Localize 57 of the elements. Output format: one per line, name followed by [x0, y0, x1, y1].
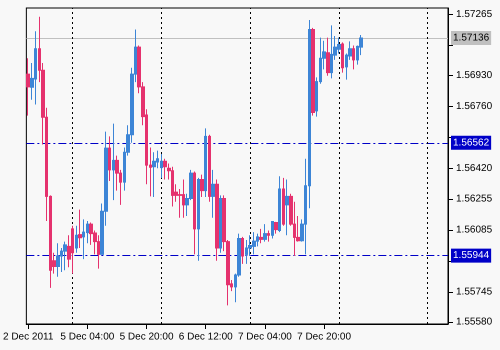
candlestick — [252, 232, 256, 255]
y-tick-label: 1.56255 — [456, 193, 493, 204]
candlestick — [215, 179, 219, 262]
x-tick-label: 6 Dec 12:00 — [178, 332, 234, 342]
ref-line-label: 1.55944 — [453, 250, 490, 262]
candlestick — [330, 24, 333, 79]
candlestick — [160, 153, 163, 178]
x-tick-label: 5 Dec 04:00 — [60, 332, 115, 342]
candlestick — [182, 179, 185, 218]
candlestick — [352, 44, 355, 70]
candlestick — [112, 123, 115, 201]
candlestick — [241, 236, 244, 264]
candlestick — [211, 169, 215, 218]
candlestick — [171, 166, 174, 208]
y-tick-label: 1.56085 — [456, 224, 493, 236]
candlestick — [271, 220, 274, 240]
x-tick-label: 5 Dec 20:00 — [120, 332, 174, 342]
candlestick — [56, 242, 60, 278]
y-tick-label: 1.55745 — [456, 286, 493, 298]
candlestick — [75, 225, 78, 254]
ref-line-label: 1.56562 — [453, 137, 490, 148]
candlestick — [34, 30, 37, 105]
candlestick — [200, 174, 204, 198]
candlestick — [63, 241, 67, 271]
candlestick — [97, 234, 100, 270]
x-tick-label: 7 Dec 20:00 — [297, 332, 352, 342]
candlestick — [259, 228, 263, 244]
candlestick — [263, 224, 267, 242]
y-tick-label: 1.56760 — [456, 101, 493, 112]
candlestick — [152, 152, 156, 198]
candlestick — [197, 177, 200, 262]
candlestick — [245, 239, 248, 264]
candlestick — [278, 176, 281, 233]
x-tick-label: 2 Dec 2011 — [3, 332, 54, 342]
candlestick — [326, 37, 330, 76]
candlestick — [311, 27, 315, 116]
candlestick — [282, 177, 285, 226]
candlestick — [108, 136, 111, 182]
candlestick — [71, 225, 74, 274]
y-tick-label: 1.55580 — [456, 316, 493, 328]
candlestick — [193, 170, 196, 255]
candlestick — [219, 194, 222, 254]
candlestick — [208, 134, 211, 202]
candlestick — [285, 179, 289, 236]
candlestick — [267, 230, 270, 242]
candlestick — [82, 218, 85, 260]
candlestick — [274, 221, 278, 234]
candlestick — [341, 42, 344, 74]
x-tick-label: 7 Dec 04:00 — [238, 332, 292, 342]
candlestick — [78, 209, 82, 249]
ref-line-label: 1.57136 — [453, 32, 490, 44]
candlestick — [204, 128, 207, 198]
y-tick-label: 1.57265 — [456, 8, 493, 20]
candlestick — [163, 158, 167, 180]
y-tick-label: 1.56930 — [456, 70, 493, 82]
candlestick — [26, 58, 30, 116]
y-tick-label: 1.56420 — [456, 163, 493, 174]
